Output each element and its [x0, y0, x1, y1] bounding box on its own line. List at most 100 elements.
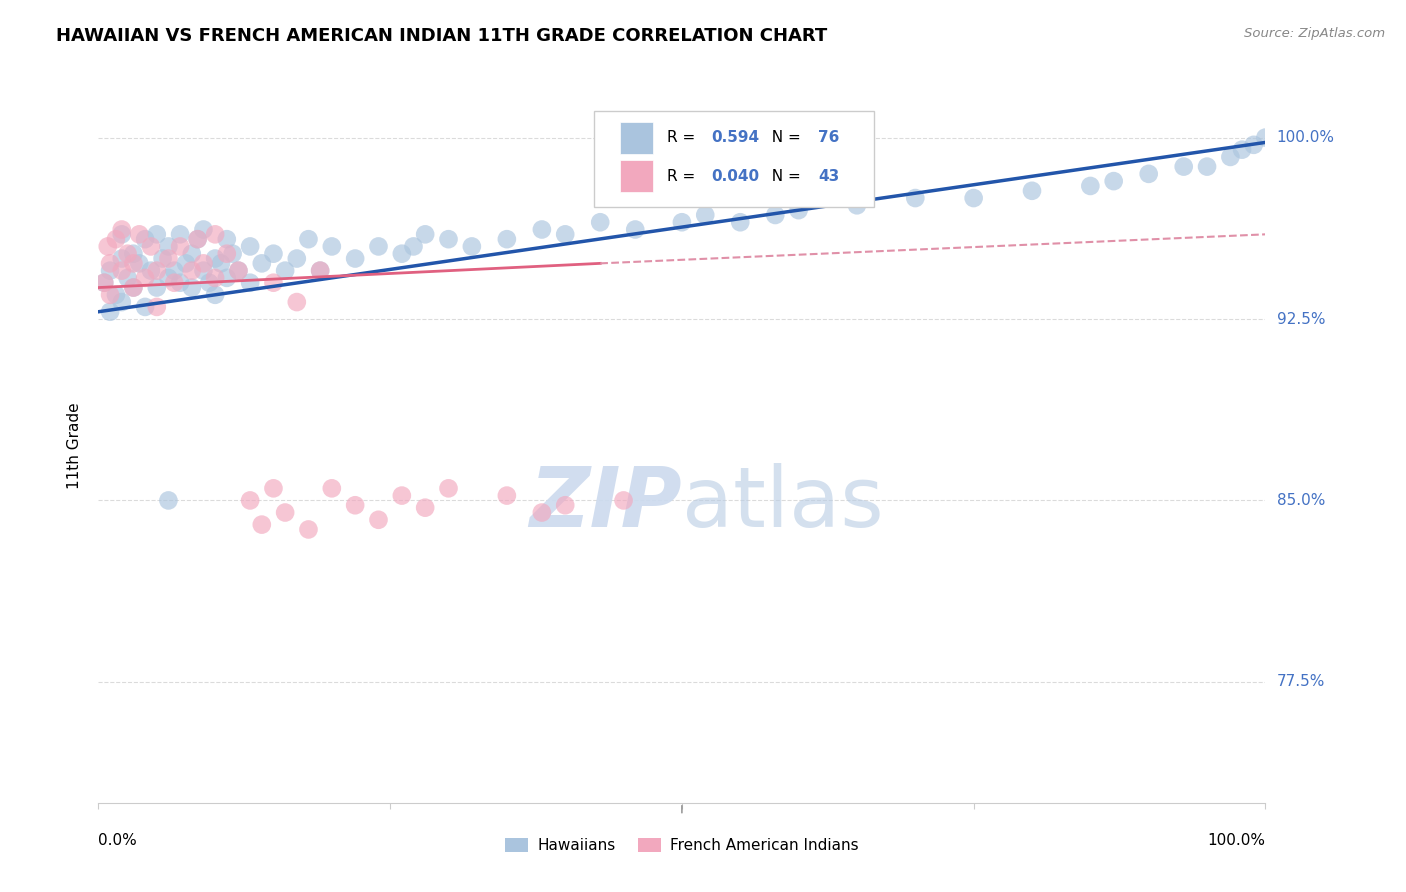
Point: [589, 215, 612, 229]
Point: [215, 246, 238, 260]
Point: [134, 271, 156, 285]
Point: [1195, 160, 1218, 174]
Point: [146, 227, 169, 242]
Point: [285, 295, 308, 310]
Point: [1254, 130, 1277, 145]
Point: [274, 506, 297, 520]
Text: N =: N =: [762, 130, 806, 145]
Point: [1102, 174, 1125, 188]
Point: [1080, 178, 1102, 193]
Text: R =: R =: [666, 130, 700, 145]
Point: [157, 493, 180, 508]
Point: [104, 288, 127, 302]
Point: [1230, 143, 1253, 157]
Point: [321, 239, 343, 253]
Point: [624, 222, 647, 236]
Text: 43: 43: [818, 169, 839, 184]
Point: [117, 271, 139, 285]
FancyBboxPatch shape: [595, 111, 875, 207]
Point: [391, 246, 413, 260]
Point: [846, 198, 869, 212]
Point: [174, 256, 197, 270]
Point: [169, 239, 191, 253]
Point: [1021, 184, 1043, 198]
Point: [122, 280, 145, 294]
Point: [763, 208, 786, 222]
Point: [262, 276, 284, 290]
Legend: Hawaiians, French American Indians: Hawaiians, French American Indians: [499, 832, 865, 859]
Point: [93, 276, 115, 290]
Point: [98, 288, 121, 302]
Point: [98, 304, 121, 318]
Point: [215, 271, 238, 285]
Point: [228, 263, 250, 277]
Point: [367, 239, 389, 253]
Point: [122, 280, 145, 294]
Point: [309, 263, 332, 277]
Point: [221, 246, 243, 260]
Point: [146, 300, 169, 314]
Point: [193, 263, 215, 277]
Point: [228, 263, 250, 277]
Point: [139, 263, 162, 277]
Point: [530, 222, 553, 236]
Point: [367, 513, 389, 527]
Point: [117, 246, 139, 260]
Point: [461, 239, 484, 253]
Text: R =: R =: [666, 169, 700, 184]
Point: [111, 252, 134, 266]
Text: 76: 76: [818, 130, 839, 145]
Point: [613, 493, 636, 508]
Point: [163, 276, 186, 290]
Point: [163, 263, 186, 277]
Text: HAWAIIAN VS FRENCH AMERICAN INDIAN 11TH GRADE CORRELATION CHART: HAWAIIAN VS FRENCH AMERICAN INDIAN 11TH …: [56, 27, 828, 45]
Point: [391, 489, 413, 503]
Point: [250, 517, 273, 532]
Point: [180, 280, 202, 294]
Point: [554, 498, 576, 512]
Text: ZIP: ZIP: [529, 463, 682, 543]
Point: [321, 481, 343, 495]
Point: [122, 246, 145, 260]
Point: [187, 232, 209, 246]
Point: [180, 263, 202, 277]
Point: [98, 256, 121, 270]
Point: [402, 239, 425, 253]
Text: 0.040: 0.040: [711, 169, 759, 184]
Point: [344, 252, 367, 266]
Point: [904, 191, 927, 205]
Text: atlas: atlas: [682, 463, 883, 543]
Point: [134, 232, 156, 246]
Point: [169, 227, 191, 242]
Point: [437, 481, 460, 495]
Point: [695, 208, 717, 222]
Point: [413, 227, 436, 242]
Text: 0.0%: 0.0%: [98, 833, 138, 848]
Point: [169, 276, 191, 290]
Point: [204, 227, 226, 242]
Point: [215, 232, 238, 246]
Point: [530, 506, 553, 520]
Point: [1243, 137, 1265, 152]
Point: [413, 500, 436, 515]
Text: 0.594: 0.594: [711, 130, 759, 145]
Point: [111, 295, 134, 310]
Point: [157, 252, 180, 266]
Text: N =: N =: [762, 169, 806, 184]
Point: [111, 222, 134, 236]
Point: [344, 498, 367, 512]
Text: 85.0%: 85.0%: [1277, 493, 1324, 508]
Point: [239, 493, 262, 508]
Bar: [620, 121, 652, 153]
Point: [146, 280, 169, 294]
Point: [152, 252, 174, 266]
Point: [122, 256, 145, 270]
Point: [274, 263, 297, 277]
Point: [111, 263, 134, 277]
Text: 77.5%: 77.5%: [1277, 674, 1324, 690]
Point: [285, 252, 308, 266]
Point: [730, 215, 752, 229]
Point: [180, 246, 202, 260]
Point: [671, 215, 693, 229]
Point: [157, 271, 180, 285]
